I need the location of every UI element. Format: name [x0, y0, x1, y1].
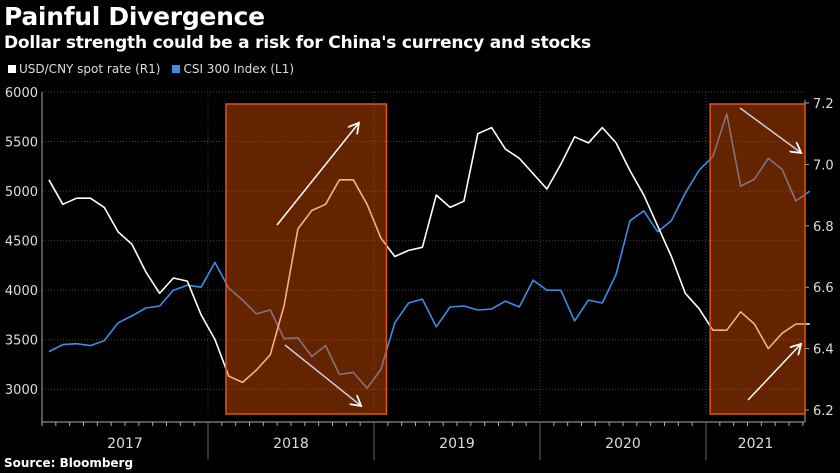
highlight-period: [225, 103, 388, 415]
highlight-period: [709, 103, 806, 415]
right-tick-label: 6.8: [813, 220, 834, 235]
legend-item-usd-cny: USD/CNY spot rate (R1): [8, 62, 160, 76]
chart-title: Painful Divergence: [4, 2, 265, 31]
left-tick-label: 6000: [5, 86, 38, 101]
right-tick-label: 6.2: [813, 404, 834, 419]
left-tick-label: 5500: [5, 136, 38, 151]
trend-arrow: [276, 124, 358, 226]
left-tick-label: 4500: [5, 235, 38, 250]
x-tick-label: 2017: [107, 436, 143, 452]
usd-cny-line: [48, 126, 810, 384]
csi300-line: [48, 113, 811, 389]
left-tick-label: 5000: [5, 185, 38, 200]
trend-arrow: [284, 344, 360, 405]
left-tick-label: 3000: [5, 383, 38, 398]
source-note: Source: Bloomberg: [4, 456, 134, 470]
legend: USD/CNY spot rate (R1) CSI 300 Index (L1…: [8, 62, 294, 76]
trend-arrow: [739, 107, 800, 152]
x-tick-label: 2018: [273, 436, 309, 452]
trend-arrow: [747, 345, 800, 401]
right-tick-label: 7.0: [813, 158, 834, 173]
x-tick-label: 2020: [605, 436, 641, 452]
right-tick-label: 6.6: [813, 281, 834, 296]
right-tick-label: 7.2: [813, 97, 834, 112]
legend-item-csi300: CSI 300 Index (L1): [172, 62, 294, 76]
x-tick-label: 2019: [439, 436, 475, 452]
right-tick-label: 6.4: [813, 343, 834, 358]
chart-subtitle: Dollar strength could be a risk for Chin…: [4, 33, 591, 53]
left-tick-label: 4000: [5, 284, 38, 299]
x-tick-label: 2021: [738, 436, 774, 452]
left-tick-label: 3500: [5, 334, 38, 349]
